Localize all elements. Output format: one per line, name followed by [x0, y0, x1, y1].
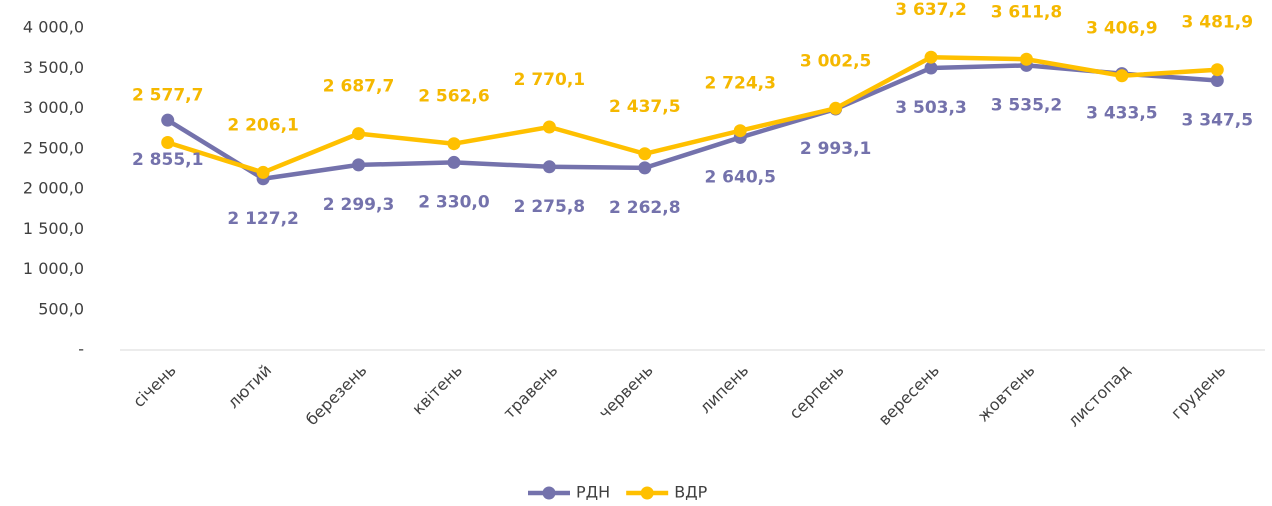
data-label: 3 347,5: [1182, 111, 1254, 131]
y-tick-label: 1 500,0: [23, 219, 84, 238]
data-label: 3 481,9: [1182, 13, 1254, 33]
point: [352, 127, 366, 141]
data-label: 2 127,2: [227, 209, 299, 229]
point: [638, 147, 652, 161]
data-label: 3 611,8: [991, 2, 1063, 22]
legend-marker: [640, 486, 654, 500]
point: [638, 161, 652, 175]
data-label: 3 503,3: [895, 98, 967, 118]
point: [924, 50, 938, 64]
data-label: 3 535,2: [991, 95, 1063, 115]
x-tick-label: вересень: [875, 361, 943, 429]
x-tick-label: березень: [302, 361, 371, 430]
x-tick-label: листопад: [1064, 361, 1134, 431]
data-label: 2 562,6: [418, 87, 490, 107]
point: [542, 120, 556, 134]
x-tick-label: серпень: [785, 361, 847, 423]
y-tick-label: 2 500,0: [23, 138, 84, 157]
x-tick-label: січень: [129, 361, 180, 412]
y-tick-label: 3 000,0: [23, 98, 84, 117]
data-label: 2 640,5: [704, 167, 776, 187]
y-tick-label: 2 000,0: [23, 179, 84, 198]
data-label: 2 299,3: [323, 195, 395, 215]
y-tick-label: 4 000,0: [23, 18, 84, 37]
point: [447, 137, 461, 151]
x-tick-label: грудень: [1167, 361, 1229, 423]
series-line: [166, 63, 1218, 182]
data-label: 2 770,1: [514, 70, 586, 90]
data-label: 2 687,7: [323, 77, 395, 97]
series-line: [167, 54, 1218, 175]
point: [924, 61, 938, 75]
point: [1115, 69, 1129, 83]
x-tick-label: жовтень: [974, 361, 1039, 426]
x-tick-label: лютий: [224, 361, 275, 412]
x-tick-label: червень: [595, 361, 657, 423]
data-label: 2 437,5: [609, 97, 681, 117]
y-tick-label: 3 500,0: [23, 58, 84, 77]
data-label: 2 993,1: [800, 139, 872, 159]
legend-label: РДН: [576, 483, 610, 502]
data-label: 2 577,7: [132, 85, 204, 105]
y-tick-label: -: [78, 340, 84, 359]
y-tick-label: 500,0: [38, 299, 84, 318]
point: [161, 113, 175, 127]
data-label: 2 724,3: [704, 74, 776, 94]
legend-marker: [542, 486, 556, 500]
data-label: 2 855,1: [132, 150, 204, 170]
point: [1019, 52, 1033, 66]
y-tick-label: 1 000,0: [23, 259, 84, 278]
data-label: 3 637,2: [895, 0, 967, 20]
point: [1210, 74, 1224, 88]
x-tick-label: липень: [696, 361, 752, 417]
data-label: 3 433,5: [1086, 104, 1158, 124]
point: [161, 135, 175, 149]
data-label: 2 275,8: [514, 197, 586, 217]
point: [829, 101, 843, 115]
x-tick-label: травень: [500, 361, 562, 423]
point: [447, 155, 461, 169]
data-label: 3 406,9: [1086, 19, 1158, 39]
data-label: 3 002,5: [800, 51, 872, 71]
data-label: 2 262,8: [609, 198, 681, 218]
point: [1210, 63, 1224, 77]
point: [352, 158, 366, 172]
point: [542, 160, 556, 174]
data-label: 2 206,1: [227, 115, 299, 135]
data-label: 2 330,0: [418, 192, 490, 212]
x-tick-label: квітень: [408, 361, 466, 419]
point: [256, 165, 270, 179]
legend-label: ВДР: [674, 483, 707, 502]
point: [733, 124, 747, 138]
